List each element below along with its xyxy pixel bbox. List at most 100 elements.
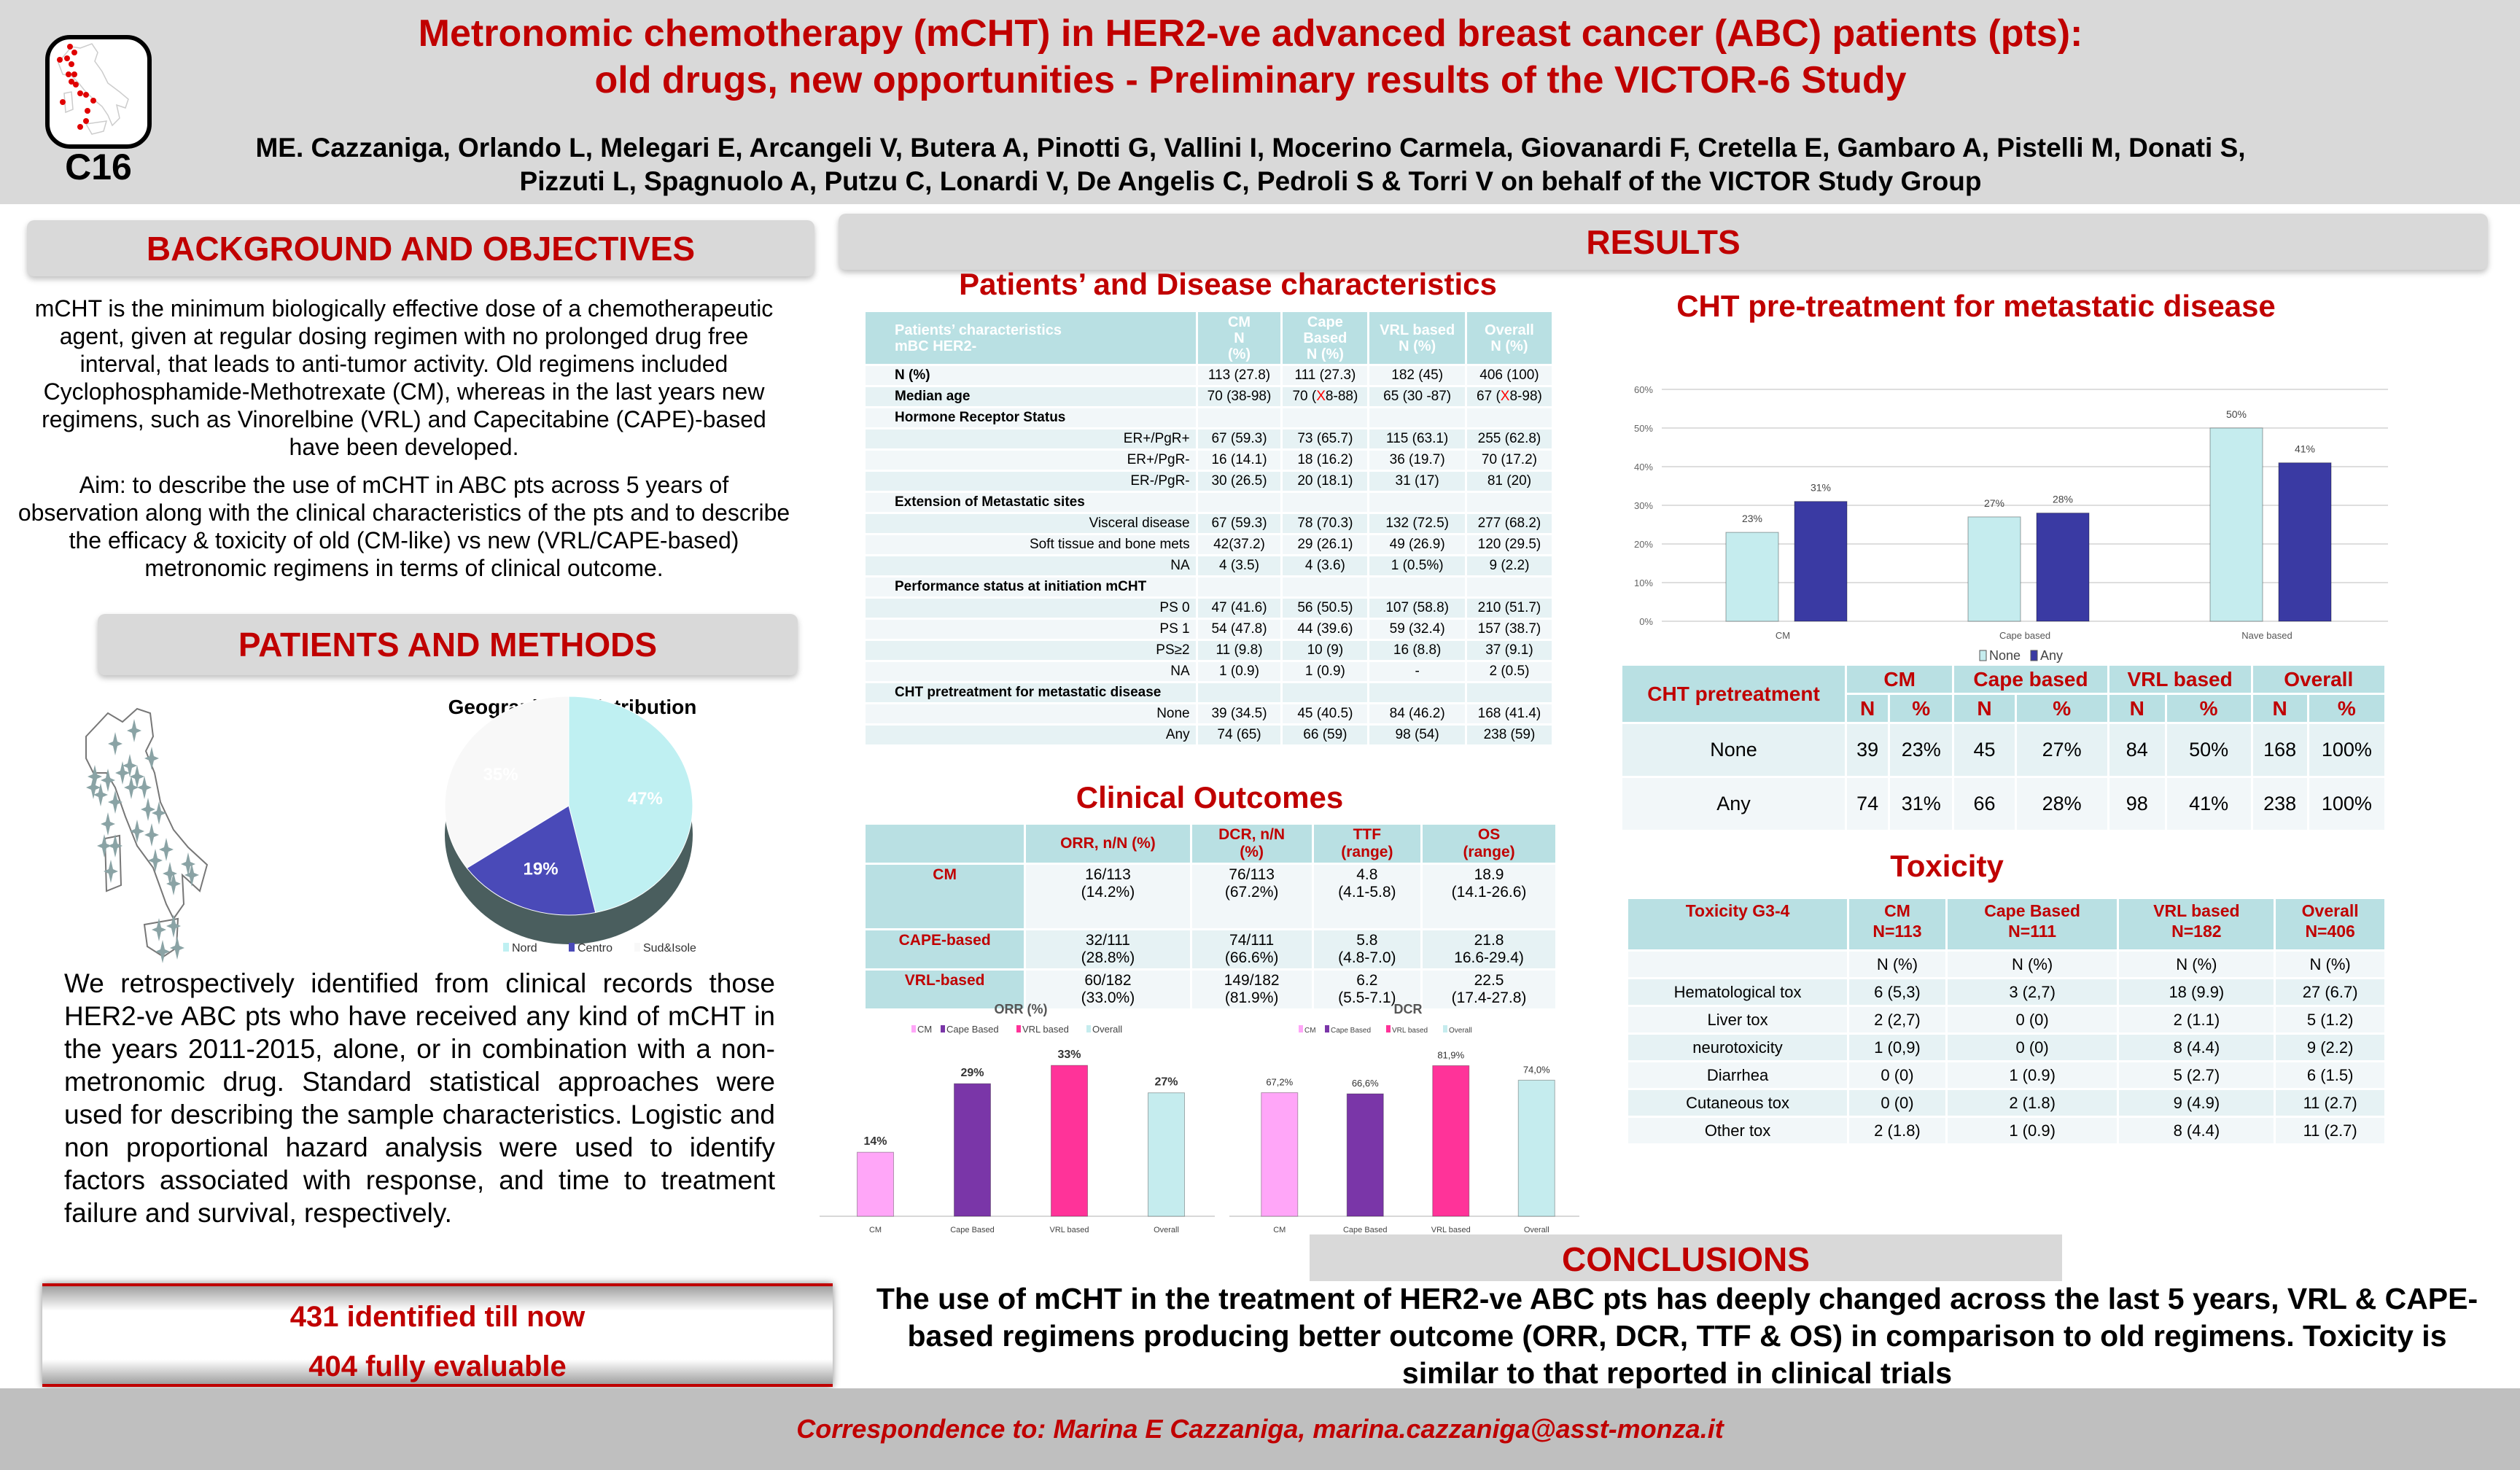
- value-cell: 16/113 (14.2%): [1024, 863, 1192, 930]
- cell-text: ER+/PgR+: [1123, 431, 1190, 446]
- value-cell: 168: [2250, 722, 2309, 778]
- cell-text: 44 (39.6): [1297, 621, 1353, 637]
- header-label: CM N (%): [1227, 314, 1251, 362]
- cell-text: neurotoxicity: [1692, 1038, 1783, 1057]
- results-heading: RESULTS: [839, 214, 2488, 270]
- cell-text: 98: [2126, 793, 2148, 814]
- section-label: Performance status at initiation mCHT: [863, 575, 1198, 599]
- value-cell: 406 (100): [1464, 364, 1555, 387]
- cell-text: 20 (18.1): [1297, 473, 1353, 489]
- group-label: Overall: [2284, 667, 2354, 691]
- sub-label: N: [2129, 696, 2144, 720]
- authors: ME. Cazzaniga, Orlando L, Melegari E, Ar…: [219, 131, 2282, 198]
- value-cell: 42(37.2): [1195, 533, 1283, 556]
- cell-text: 4.8 (4.1-5.8): [1338, 866, 1396, 901]
- table-row: N (%) 113 (27.8) 111 (27.3) 182 (45) 406 (10…: [863, 364, 1555, 387]
- header-label: Overall N (%): [1485, 322, 1534, 354]
- cell-text: ER+/PgR-: [1127, 452, 1190, 467]
- cell-text: Any: [1165, 727, 1190, 742]
- slice-label: 35%: [483, 765, 518, 785]
- cell-text: PS≥2: [1156, 642, 1190, 658]
- header-label: TTF (range): [1341, 826, 1393, 860]
- site-star-icon: [130, 820, 144, 843]
- legend-label: VRL based: [1022, 1024, 1069, 1035]
- toxicity-grid: Toxicity G3-4 CM N=113 Cape Based N=111 VRL…: [1625, 897, 2387, 1146]
- cell-text: 4 (3.6): [1304, 558, 1345, 573]
- site-markers: [86, 719, 199, 963]
- value-cell: 9 (2.2): [1464, 554, 1555, 578]
- cell-text: 31 (17): [1395, 473, 1439, 489]
- cell-text: 210 (51.7): [1477, 600, 1541, 615]
- cell-text: Hematological tox: [1673, 982, 1802, 1001]
- column-header: DCR, n/N (%): [1189, 822, 1314, 865]
- table-row: None 39 (34.5) 45 (40.5) 84 (46.2) 168 (41.4…: [863, 702, 1555, 726]
- site-star-icon: [163, 862, 177, 885]
- section-label: CHT pretreatment for metastatic disease: [863, 681, 1198, 704]
- value-part: 67 (: [1477, 389, 1501, 404]
- value-cell: 45 (40.5): [1280, 702, 1370, 726]
- cell-text: 2 (2,7): [1874, 1010, 1921, 1029]
- bar: [857, 1151, 894, 1217]
- cell-text: Other tox: [1704, 1121, 1771, 1140]
- identified-count: 431 identified till now: [289, 1301, 586, 1333]
- cell-text: 45 (40.5): [1297, 706, 1353, 721]
- outcomes-table: ORR, n/N (%) DCR, n/N (%) TTF (range) OS (r…: [863, 822, 1558, 1011]
- column-header: VRL based N=182: [2117, 897, 2276, 952]
- bar-none: [2209, 427, 2263, 622]
- cell-text: 23%: [1901, 739, 1941, 761]
- regimen-label: VRL-based: [863, 968, 1027, 1011]
- value-cell: 29 (26.1): [1280, 533, 1370, 556]
- footer-correspondence: Correspondence to: Marina E Cazzaniga, m…: [0, 1388, 2520, 1470]
- site-star-icon: [124, 776, 139, 799]
- value-cell: 2 (1.8): [1847, 1116, 1948, 1146]
- cell-text: 66: [1973, 793, 1996, 814]
- site-star-icon: [93, 783, 108, 806]
- cell-text: 0 (0): [2015, 1010, 2049, 1029]
- value-cell: Liver tox: [1625, 1005, 1850, 1035]
- cell-text: 73 (65.7): [1297, 431, 1353, 446]
- value-cell: 70 (17.2): [1464, 448, 1555, 472]
- cell-text: 18.9 (14.1-26.6): [1451, 866, 1527, 901]
- cell-text: 111 (27.3): [1294, 368, 1356, 383]
- value-cell: 50%: [2164, 722, 2253, 778]
- value-cell: N (%): [2117, 949, 2276, 979]
- table-row: neurotoxicity 1 (0,9) 0 (0) 8 (4.4) 9 (2.2): [1625, 1032, 2387, 1062]
- empty-cell: [1280, 406, 1370, 429]
- sub-header: %: [2306, 693, 2387, 724]
- legend-label: Nord: [512, 942, 537, 954]
- value-cell: 32/111 (28.8%): [1024, 928, 1192, 971]
- value-cell: N (%): [1945, 949, 2120, 979]
- value-cell: -: [1367, 660, 1467, 683]
- sub-label: N: [1860, 696, 1875, 720]
- cell-text: 2 (1.8): [1874, 1121, 1921, 1140]
- legend-swatch: [503, 943, 509, 952]
- table-row: Hormone Receptor Status: [863, 406, 1555, 429]
- legend-label: Centro: [578, 942, 612, 954]
- y-tick-label: 50%: [1634, 423, 1653, 434]
- column-header: CM N (%): [1195, 310, 1283, 366]
- legend-swatch: [1016, 1025, 1021, 1032]
- cell-text: 27 (6.7): [2302, 982, 2358, 1001]
- authors-line-2: Pizzuti L, Spagnuolo A, Putzu C, Lonardi…: [519, 166, 1982, 196]
- cell-text: 11 (2.7): [2303, 1121, 2357, 1140]
- value-cell: 4.8 (4.1-5.8): [1311, 863, 1423, 930]
- cell-text: 28%: [2042, 793, 2082, 814]
- legend-label: Any: [2040, 648, 2063, 663]
- methods-text: We retrospectively identified from clini…: [64, 968, 775, 1228]
- cell-text: 3 (2,7): [2009, 982, 2056, 1001]
- cell-text: CAPE-based: [898, 932, 991, 949]
- value-cell: 10 (9): [1280, 639, 1370, 662]
- cell-text: Visceral disease: [1089, 516, 1190, 531]
- site-star-icon: [159, 838, 174, 861]
- value-cell: 1 (0.5%): [1367, 554, 1467, 578]
- pie-slice-nord: [568, 696, 693, 914]
- value-cell: 9 (4.9): [2117, 1088, 2276, 1118]
- header-label: ORR, n/N (%): [1060, 835, 1156, 852]
- cell-text: 39 (34.5): [1211, 706, 1267, 721]
- cell-text: 10 (9): [1307, 642, 1344, 658]
- aim-paragraph: Aim: to describe the use of mCHT in ABC …: [18, 472, 790, 581]
- legend-label: Cape Based: [1331, 1027, 1371, 1035]
- cell-text: Median age: [895, 389, 971, 404]
- value-cell: 27 (6.7): [2274, 977, 2387, 1007]
- data-label: 67,2%: [1266, 1077, 1293, 1088]
